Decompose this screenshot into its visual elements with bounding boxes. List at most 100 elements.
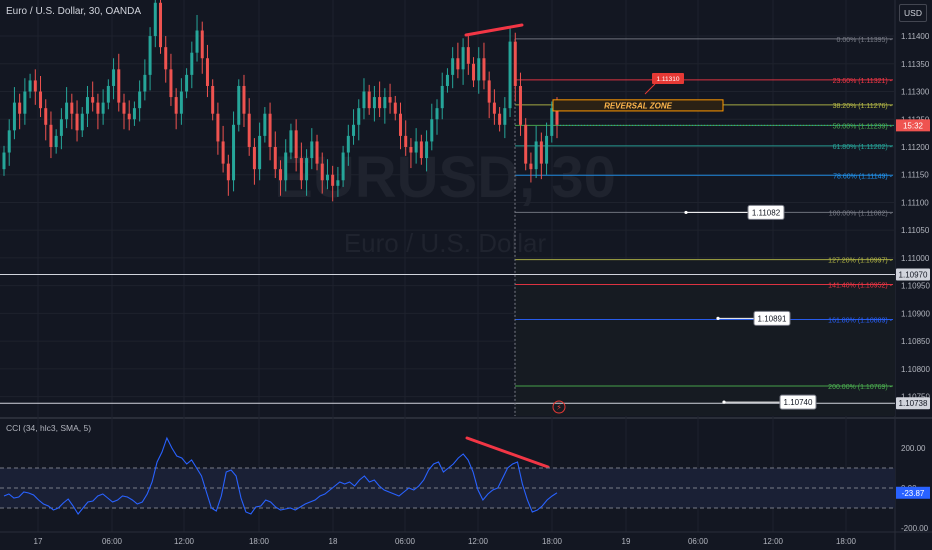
candle-body — [294, 130, 298, 159]
currency-badge[interactable]: USD — [899, 4, 927, 22]
fib-level-label: 127.20% (1.10997) - — [828, 258, 892, 265]
candle-body — [143, 74, 147, 92]
price-tick-label: 1.10850 — [901, 337, 930, 346]
candle-body — [85, 97, 89, 114]
candle-body — [341, 152, 345, 181]
fib-level-label: 161.80% (1.10889) - — [828, 317, 892, 324]
candle-body — [503, 108, 507, 125]
candle-body — [54, 135, 58, 147]
candle-body — [346, 135, 350, 153]
candle-body — [39, 91, 43, 109]
candle-body — [430, 119, 434, 142]
cci-value-badge — [896, 486, 930, 499]
candle-body — [49, 124, 53, 147]
price-tick-label: 1.11100 — [901, 198, 929, 207]
candle-body — [106, 85, 110, 103]
candle-body — [451, 58, 455, 75]
callout-dot — [722, 400, 726, 404]
candle-body — [7, 130, 11, 153]
candle-body — [555, 108, 559, 125]
candle-body — [190, 52, 194, 75]
callout-label: 1.10740 — [784, 398, 813, 407]
candle-body — [164, 47, 168, 70]
fib-level-label: 23.60% (1.11321) - — [833, 78, 893, 85]
price-tick-label: 1.11150 — [901, 171, 929, 180]
candle-body — [435, 108, 439, 120]
candle-body — [539, 141, 543, 164]
candle-body — [388, 97, 392, 103]
time-tick-label: 18:00 — [836, 537, 857, 546]
candle-body — [117, 69, 121, 103]
price-tick-label: 1.10950 — [901, 282, 930, 291]
candle-body — [96, 102, 100, 114]
candle-body — [268, 113, 272, 147]
candle-body — [518, 85, 522, 125]
candle-body — [325, 174, 329, 181]
price-label: 1.10970 — [899, 271, 928, 280]
candle-body — [23, 91, 27, 114]
candle-body — [258, 135, 262, 170]
divergence-line-cci — [465, 436, 550, 469]
watermark-ticker: EURUSD, 30 — [274, 145, 616, 210]
candle-body — [383, 97, 387, 109]
candle-body — [211, 85, 215, 114]
candle-body — [315, 141, 319, 164]
time-tick-label: 12:00 — [174, 537, 195, 546]
candle-body — [357, 108, 361, 125]
candle-body — [409, 146, 413, 153]
marker-pointer — [644, 83, 656, 95]
candle-body — [195, 30, 199, 53]
candle-body — [425, 141, 429, 159]
fib-level-label: 200.00% (1.10769) - — [828, 384, 892, 391]
candle-body — [232, 124, 236, 181]
callout-label: 1.10891 — [758, 314, 787, 323]
candle-body — [372, 97, 376, 109]
candle-body — [545, 135, 549, 164]
fib-level-label: 0.00% (1.11395) - — [836, 37, 892, 44]
candle-body — [498, 113, 502, 125]
candle-body — [482, 58, 486, 81]
projection-zone — [515, 259, 895, 416]
candle-body — [174, 97, 178, 114]
candle-body — [59, 119, 63, 136]
time-tick-label: 19 — [622, 537, 631, 546]
cci-tick-label: -200.00 — [901, 524, 929, 533]
candle-body — [310, 141, 314, 159]
price-tick-label: 1.11300 — [901, 88, 930, 97]
symbol-title: Euro / U.S. Dollar, 30, OANDA — [6, 6, 142, 17]
candle-body — [185, 74, 189, 92]
fib-level-label: 50.00% (1.11239) - — [833, 123, 893, 130]
candle-body — [472, 63, 476, 81]
candle-body — [529, 163, 533, 170]
candle-body — [331, 174, 335, 186]
candle-body — [508, 41, 512, 109]
candle-body — [252, 146, 256, 170]
candle-body — [461, 47, 465, 70]
candle-body — [75, 113, 79, 131]
candle-body — [305, 158, 309, 181]
lightning-icon-glyph: ⚡ — [556, 403, 562, 412]
current-price-badge — [896, 119, 930, 132]
fib-level-label: 38.20% (1.11276) - — [833, 103, 893, 110]
price-tick-label: 1.10750 — [901, 393, 930, 402]
candle-body — [12, 102, 16, 131]
time-tick-label: 06:00 — [395, 537, 416, 546]
candle-body — [80, 113, 84, 131]
price-tick-label: 1.11400 — [901, 32, 930, 41]
candle-body — [367, 91, 371, 109]
candle-body — [226, 163, 230, 181]
candle-body — [18, 102, 22, 114]
reversal-zone-label: REVERSAL ZONE — [604, 101, 673, 110]
time-tick-label: 18 — [329, 537, 338, 546]
price-label-bg — [896, 268, 930, 281]
candle-body — [33, 80, 37, 92]
callout-box — [779, 394, 817, 410]
candle-body — [242, 85, 246, 114]
candle-body — [122, 102, 126, 114]
candle-body — [70, 102, 74, 114]
fib-level-label: 100.00% (1.11082) - — [829, 210, 893, 217]
candle-body — [466, 47, 470, 64]
time-tick-label: 17 — [34, 537, 43, 546]
callout-box — [753, 310, 791, 326]
